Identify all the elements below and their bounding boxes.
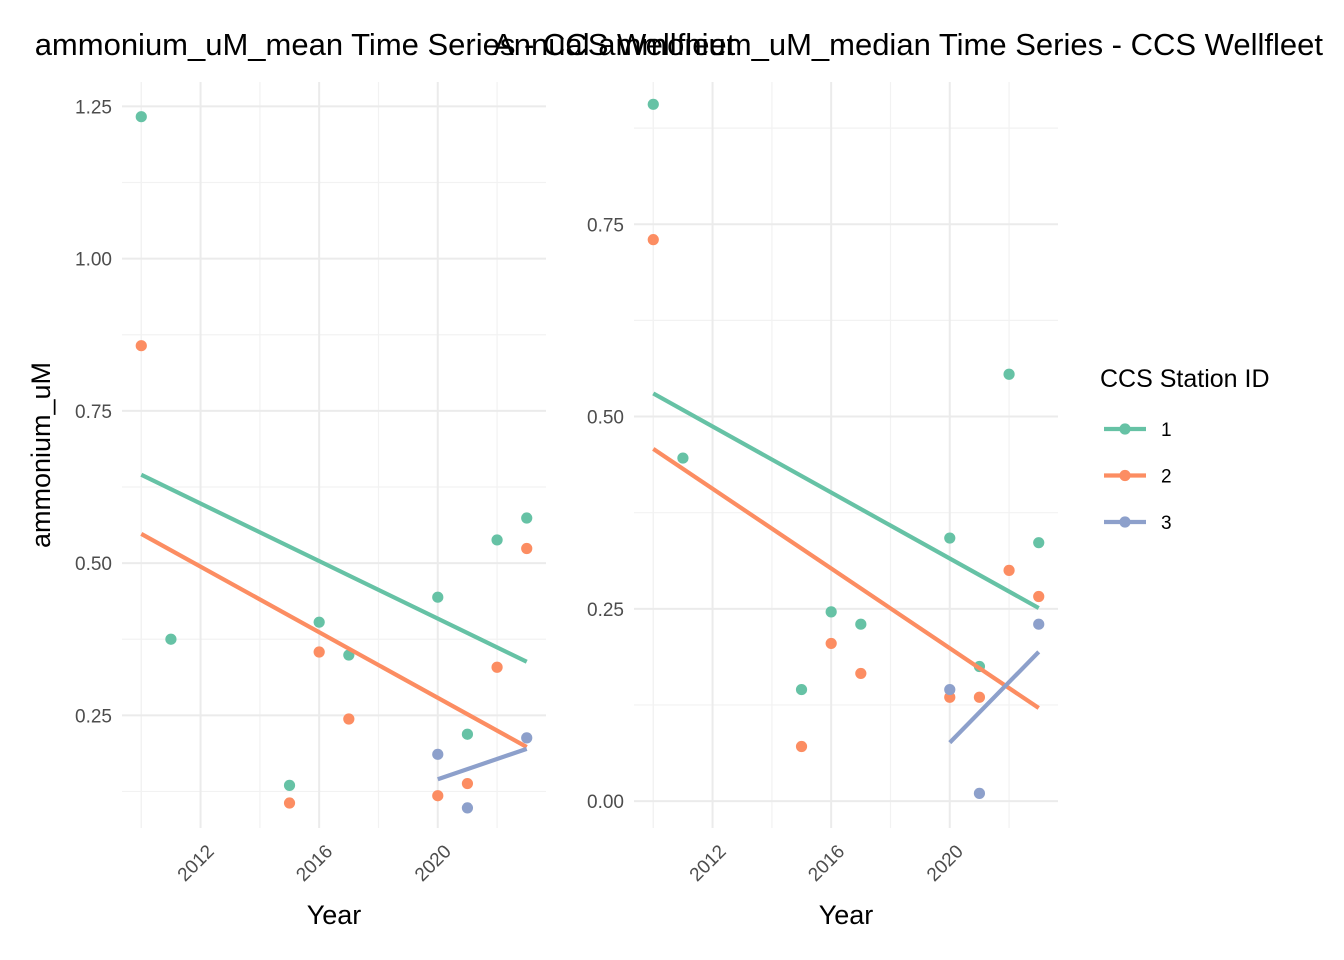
data-point-series-1 [313,616,325,628]
data-point-series-2 [944,691,956,703]
y-tick-label: 0.50 [75,554,112,575]
legend-item-3: 3 [1104,513,1172,534]
x-axis-title: Year [307,900,362,930]
legend-label: 3 [1161,513,1172,534]
y-axis-title: ammonium_uM [26,362,56,548]
trend-line-series-3 [437,746,528,782]
data-point-series-1 [283,779,296,791]
legend-item-2: 2 [1104,467,1172,488]
data-point-series-3 [944,683,956,696]
legend-items: 1 2 3 [1104,420,1172,534]
legend-label: 1 [1161,420,1172,441]
y-tick-label: 0.00 [587,792,624,813]
data-point-series-2 [1003,564,1015,576]
chart-title: ammonium_uM_mean Time Series - CCS Wellf… [35,27,736,62]
legend-label: 2 [1161,467,1172,488]
data-point-series-3 [973,787,986,799]
data-point-series-3 [461,802,474,814]
data-point-series-3 [432,748,444,760]
data-point-series-1 [647,98,659,110]
trend-line-series-2 [140,532,528,749]
trend-line-series-2 [652,447,1040,710]
y-tick-label: 0.50 [587,408,624,429]
data-point-series-2 [135,340,147,352]
data-point-series-1 [135,111,147,123]
data-point-series-2 [432,790,444,802]
data-point-series-2 [795,740,808,753]
data-point-series-1 [521,512,533,524]
y-tick-label: 0.25 [75,706,112,727]
chart-title: Annual ammonium_uM_median Time Series - … [493,27,1323,62]
data-point-series-2 [825,637,837,650]
legend: CCS Station ID 1 2 3 [1100,365,1270,534]
data-point-series-1 [1003,368,1015,380]
data-point-series-1 [677,452,689,464]
data-point-series-2 [647,234,659,246]
legend-key-point [1119,423,1131,435]
data-point-series-1 [825,606,837,618]
data-point-series-3 [521,732,533,744]
data-point-series-2 [1033,590,1045,603]
data-point-series-3 [1033,618,1045,630]
data-point-series-2 [491,661,503,673]
data-point-series-1 [944,532,956,544]
data-point-series-2 [283,797,296,809]
trend-line-series-3 [948,650,1041,745]
y-tick-label: 0.25 [587,600,624,621]
y-tick-label: 0.75 [587,215,624,236]
data-point-series-2 [313,646,325,658]
data-point-series-1 [461,728,474,740]
data-point-series-1 [1033,537,1045,549]
trend-line-series-1 [140,472,528,664]
legend-key-point [1119,516,1131,528]
data-point-series-1 [491,534,503,546]
legend-item-1: 1 [1104,420,1172,441]
data-point-series-2 [973,691,986,703]
data-point-series-1 [432,591,444,603]
data-point-series-1 [855,618,867,630]
x-axis-title: Year [819,900,874,930]
y-tick-label: 1.25 [75,97,112,118]
data-point-series-2 [343,713,355,725]
data-point-series-2 [521,542,533,555]
y-tick-label: 0.75 [75,402,112,423]
trend-line-series-1 [652,391,1040,610]
data-point-series-2 [855,667,867,680]
data-point-series-2 [461,777,474,790]
data-point-series-1 [165,633,177,645]
legend-title: CCS Station ID [1100,365,1270,393]
data-point-series-1 [795,683,808,696]
y-tick-label: 1.00 [75,250,112,271]
legend-key-point [1119,469,1131,482]
